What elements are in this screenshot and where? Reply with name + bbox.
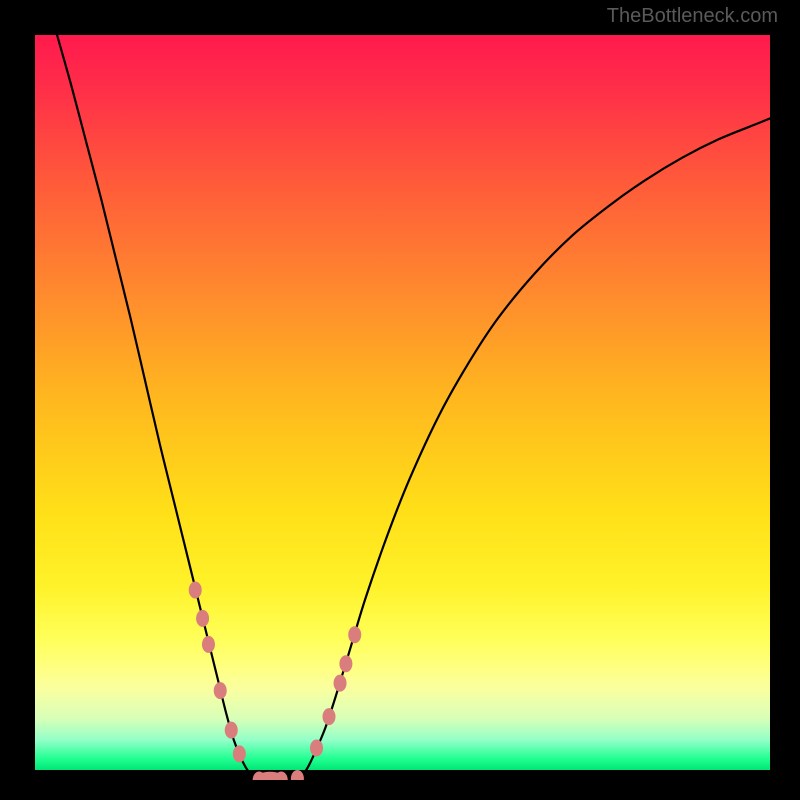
bottleneck-curve-chart	[35, 35, 770, 780]
marker-left-4	[225, 722, 238, 739]
curve-right	[300, 118, 770, 777]
marker-right-3	[323, 708, 336, 725]
marker-right-4	[334, 675, 347, 692]
markers-layer	[189, 582, 361, 780]
curves-layer	[57, 35, 770, 780]
marker-right-5	[339, 655, 352, 672]
marker-right-2	[310, 739, 323, 756]
plot-area	[35, 35, 770, 780]
watermark-text: TheBottleneck.com	[607, 5, 778, 28]
curve-left	[57, 35, 255, 778]
marker-left-3	[214, 682, 227, 699]
marker-left-0	[189, 582, 202, 599]
marker-left-2	[202, 636, 215, 653]
marker-right-1	[291, 770, 304, 780]
chart-frame: TheBottleneck.com	[0, 0, 800, 800]
marker-left-1	[196, 610, 209, 627]
marker-right-6	[348, 626, 361, 643]
marker-left-5	[233, 745, 246, 762]
